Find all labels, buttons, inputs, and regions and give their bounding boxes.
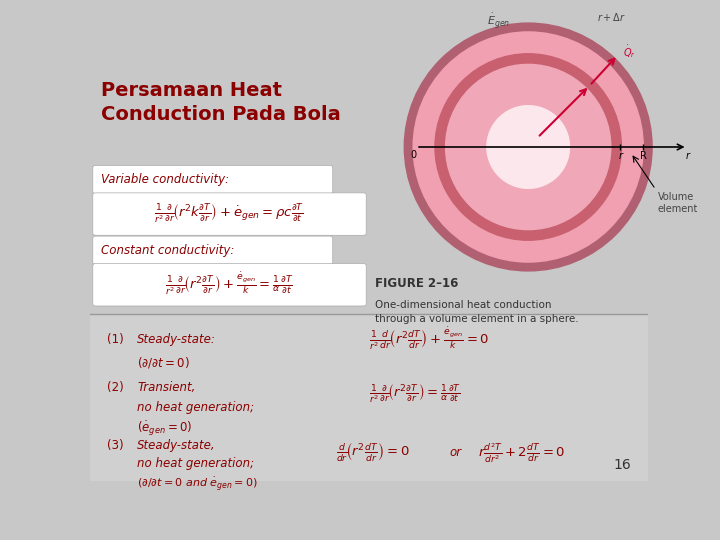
Text: or: or <box>450 446 462 459</box>
Text: r: r <box>618 151 622 161</box>
Text: no heat generation;: no heat generation; <box>138 457 255 470</box>
Text: $\dot{Q}_r$: $\dot{Q}_r$ <box>547 73 562 90</box>
Text: One-dimensional heat conduction
through a volume element in a sphere.: One-dimensional heat conduction through … <box>375 300 578 323</box>
Ellipse shape <box>487 106 570 188</box>
Text: (1): (1) <box>107 333 124 346</box>
Text: $\dot{Q}_r$: $\dot{Q}_r$ <box>623 43 636 60</box>
Text: (3): (3) <box>107 439 123 452</box>
Text: $\frac{1}{r^2}\frac{\partial}{\partial r}\!\left(r^2 \frac{\partial T}{\partial : $\frac{1}{r^2}\frac{\partial}{\partial r… <box>166 271 294 299</box>
Text: R: R <box>640 151 647 161</box>
Text: r: r <box>685 151 690 161</box>
Text: $r\frac{d^2T}{dr^2} + 2\frac{dT}{dr} = 0$: $r\frac{d^2T}{dr^2} + 2\frac{dT}{dr} = 0… <box>478 441 565 464</box>
Ellipse shape <box>405 23 652 271</box>
Text: $r + \Delta r$: $r + \Delta r$ <box>597 11 626 23</box>
Text: Variable conductivity:: Variable conductivity: <box>101 173 229 186</box>
Text: Transient,: Transient, <box>138 381 196 394</box>
Text: 16: 16 <box>613 458 631 472</box>
Text: Steady-state,: Steady-state, <box>138 439 216 452</box>
Text: $\frac{1}{r^2}\frac{\partial}{\partial r}\!\left(r^2 \frac{\partial T}{\partial : $\frac{1}{r^2}\frac{\partial}{\partial r… <box>369 382 462 406</box>
FancyBboxPatch shape <box>93 165 333 194</box>
Text: Volume
element: Volume element <box>658 192 698 214</box>
Text: Constant conductivity:: Constant conductivity: <box>101 244 235 256</box>
Ellipse shape <box>435 54 621 240</box>
Text: Persamaan Heat
Conduction Pada Bola: Persamaan Heat Conduction Pada Bola <box>101 82 341 124</box>
Ellipse shape <box>413 32 643 262</box>
Text: $\frac{1}{r^2}\frac{\partial}{\partial r}\!\left(r^2 k \frac{\partial T}{\partia: $\frac{1}{r^2}\frac{\partial}{\partial r… <box>154 202 305 226</box>
Text: $\frac{1}{r^2}\frac{d}{dr}\!\left(r^2 \frac{dT}{dr}\right) + \frac{\dot{e}_{gen}: $\frac{1}{r^2}\frac{d}{dr}\!\left(r^2 \f… <box>369 326 490 353</box>
Text: $\frac{d}{dr}\!\left(r^2 \frac{dT}{dr}\right) = 0$: $\frac{d}{dr}\!\left(r^2 \frac{dT}{dr}\r… <box>336 442 409 464</box>
FancyBboxPatch shape <box>93 193 366 235</box>
Text: Steady-state:: Steady-state: <box>138 333 216 346</box>
Text: $\dot{E}_{gen}$: $\dot{E}_{gen}$ <box>487 12 510 31</box>
Text: $(\partial/\partial t = 0$ and $\dot{e}_{gen} = 0)$: $(\partial/\partial t = 0$ and $\dot{e}_… <box>138 475 258 493</box>
Text: 0: 0 <box>410 150 417 160</box>
Text: FIGURE 2–16: FIGURE 2–16 <box>375 277 458 290</box>
Text: no heat generation;: no heat generation; <box>138 401 255 414</box>
Text: (2): (2) <box>107 381 124 394</box>
Text: $(\partial/\partial t = 0)$: $(\partial/\partial t = 0)$ <box>138 355 190 369</box>
FancyBboxPatch shape <box>93 236 333 265</box>
Ellipse shape <box>446 64 611 230</box>
Text: $(\dot{e}_{gen} = 0)$: $(\dot{e}_{gen} = 0)$ <box>138 420 193 438</box>
FancyBboxPatch shape <box>93 264 366 306</box>
FancyBboxPatch shape <box>90 314 648 481</box>
